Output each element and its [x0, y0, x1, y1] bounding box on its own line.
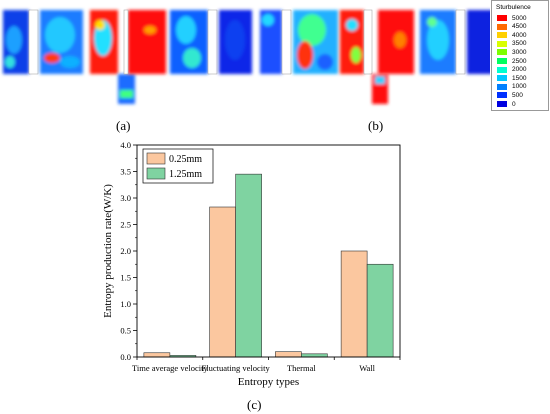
bar-1.25mm: [366, 263, 394, 358]
contour-panel-10: [378, 10, 414, 74]
legend-level-label: 2000: [512, 66, 527, 74]
legend-swatch: [497, 15, 507, 21]
y-axis-label: Entropy production rate(W/K): [102, 184, 114, 318]
bar-0.25mm: [275, 351, 302, 358]
contour-color-legend: Sturbulence 5000 4500 4000 3500 3000 2500 2000…: [491, 0, 549, 111]
legend-level-label: 3000: [512, 48, 527, 56]
legend-label: 0.25mm: [169, 154, 202, 165]
x-tick-label: Wall: [359, 363, 375, 373]
legend-title: Sturbulence: [496, 4, 531, 11]
legend-level-label: 2500: [512, 57, 527, 65]
legend-swatch: [497, 92, 507, 99]
legend-swatch: [497, 40, 507, 47]
legend-level-label: 1500: [512, 74, 527, 82]
x-tick-label: Time average velocity: [132, 363, 208, 373]
legend-level-label: 500: [512, 91, 523, 99]
contour-panel-12: [467, 10, 490, 74]
y-tick-label: 4.0: [120, 140, 131, 150]
legend-level-label: 4500: [512, 23, 527, 31]
turbulence-contour-panels: [3, 9, 490, 104]
y-tick-label: 3.0: [120, 193, 131, 203]
contour-panel-11: [420, 10, 456, 74]
legend-level-label: 5000: [512, 14, 527, 22]
y-tick-label: 3.5: [120, 167, 131, 177]
x-tick-label: Thermal: [287, 363, 316, 373]
legend-swatch: [497, 32, 507, 39]
panel-label-c: (c): [247, 397, 262, 412]
legend-level-label: 4000: [512, 31, 527, 39]
legend-swatch: [497, 83, 507, 90]
y-tick-label: 0.5: [120, 326, 131, 336]
contour-panel-9-outlet: [372, 74, 388, 104]
contour-panel-8: [293, 10, 338, 74]
contour-panel-9: [340, 10, 364, 74]
legend-swatch: [497, 23, 507, 30]
legend-swatch-1.25mm: [146, 167, 166, 180]
bar-0.25mm: [209, 206, 236, 358]
contour-panel-2: [40, 10, 83, 74]
contour-panel-5: [170, 10, 208, 74]
legend-level-label: 3500: [512, 40, 527, 48]
bar-1.25mm: [301, 353, 328, 358]
contour-panel-4: [128, 10, 166, 74]
panel-label-a: (a): [116, 118, 131, 133]
x-axis-label: Entropy types: [238, 376, 299, 388]
contour-panel-1: [3, 10, 29, 74]
contour-panel-3-outlet: [118, 74, 135, 104]
legend-swatch-0.25mm: [146, 152, 166, 165]
bar-0.25mm: [143, 352, 171, 358]
x-tick-label: Fluctuating velocity: [202, 363, 271, 373]
panel-label-b: (b): [368, 118, 384, 133]
y-tick-label: 2.5: [120, 220, 131, 230]
contour-panel-6: [219, 10, 252, 74]
legend-level-label: 0: [512, 100, 516, 108]
legend-swatch: [497, 75, 507, 82]
y-tick-label: 1.0: [120, 299, 131, 309]
y-tick-label: 2.0: [120, 246, 131, 256]
legend-swatch: [497, 58, 507, 64]
legend-swatch: [497, 101, 507, 107]
legend-level-label: 1000: [512, 83, 527, 91]
legend-swatch: [497, 66, 507, 73]
contour-panel-7: [260, 10, 282, 74]
bar-0.25mm: [340, 250, 368, 358]
y-tick-label: 1.5: [120, 273, 131, 283]
legend-swatch: [497, 49, 507, 56]
y-tick-label: 0.0: [120, 352, 131, 362]
contour-panel-3: [90, 10, 118, 74]
legend-label: 1.25mm: [169, 169, 202, 180]
bar-1.25mm: [235, 173, 262, 358]
